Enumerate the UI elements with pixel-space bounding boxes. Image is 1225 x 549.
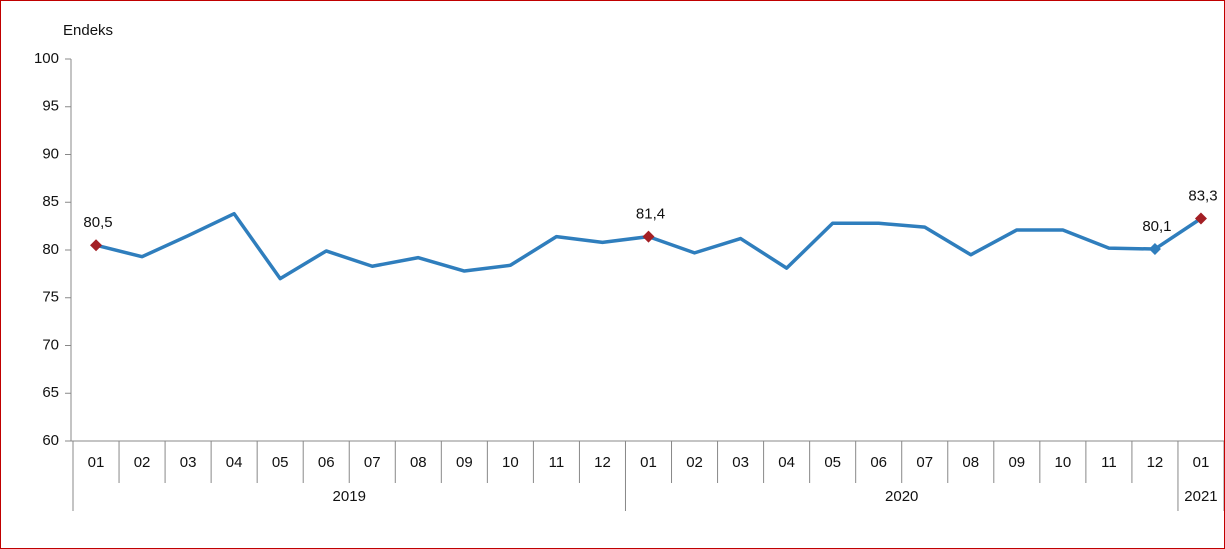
- x-tick-label: 01: [88, 454, 105, 471]
- x-group-label: 2020: [885, 488, 918, 505]
- marker: [642, 230, 655, 243]
- x-tick-label: 07: [916, 454, 933, 471]
- x-tick-label: 06: [318, 454, 335, 471]
- y-tick-label: 60: [42, 432, 59, 449]
- y-tick-label: 95: [42, 98, 59, 115]
- y-tick-label: 85: [42, 193, 59, 210]
- line: [95, 211, 1202, 281]
- data-label: 83,3: [1188, 187, 1217, 204]
- x-tick-label: 11: [549, 454, 565, 471]
- x-tick-label: 09: [456, 454, 473, 471]
- x-tick-label: 08: [962, 454, 979, 471]
- x-tick-label: 05: [824, 454, 841, 471]
- x-tick-label: 12: [594, 454, 611, 471]
- y-tick-label: 80: [42, 241, 59, 258]
- x-tick-label: 01: [640, 454, 657, 471]
- x-group-label: 2019: [333, 488, 366, 505]
- y-axis-label: Endeks: [63, 22, 113, 39]
- x-tick-label: 03: [180, 454, 197, 471]
- x-tick-label: 10: [502, 454, 519, 471]
- x-tick-label: 10: [1055, 454, 1072, 471]
- y-tick-label: 100: [34, 50, 59, 67]
- y-tick-label: 90: [42, 145, 59, 162]
- x-tick-label: 11: [1101, 454, 1117, 471]
- x-tick-label: 02: [134, 454, 151, 471]
- x-tick-label: 03: [732, 454, 749, 471]
- x-tick-label: 02: [686, 454, 703, 471]
- x-tick-label: 12: [1147, 454, 1164, 471]
- marker: [1194, 212, 1207, 225]
- data-label: 80,5: [83, 214, 112, 231]
- data-label: 81,4: [636, 206, 665, 223]
- marker: [1148, 243, 1161, 256]
- x-tick-label: 04: [778, 454, 795, 471]
- data-label: 80,1: [1142, 218, 1171, 235]
- y-tick-label: 70: [42, 336, 59, 353]
- x-tick-label: 05: [272, 454, 289, 471]
- x-tick-label: 07: [364, 454, 381, 471]
- y-tick-label: 75: [42, 289, 59, 306]
- y-tick-label: 65: [42, 384, 59, 401]
- x-tick-label: 01: [1193, 454, 1210, 471]
- x-tick-label: 09: [1008, 454, 1025, 471]
- x-tick-label: 08: [410, 454, 427, 471]
- x-tick-label: 06: [870, 454, 887, 471]
- marker: [90, 239, 103, 252]
- x-group-label: 2021: [1184, 488, 1217, 505]
- x-tick-label: 04: [226, 454, 243, 471]
